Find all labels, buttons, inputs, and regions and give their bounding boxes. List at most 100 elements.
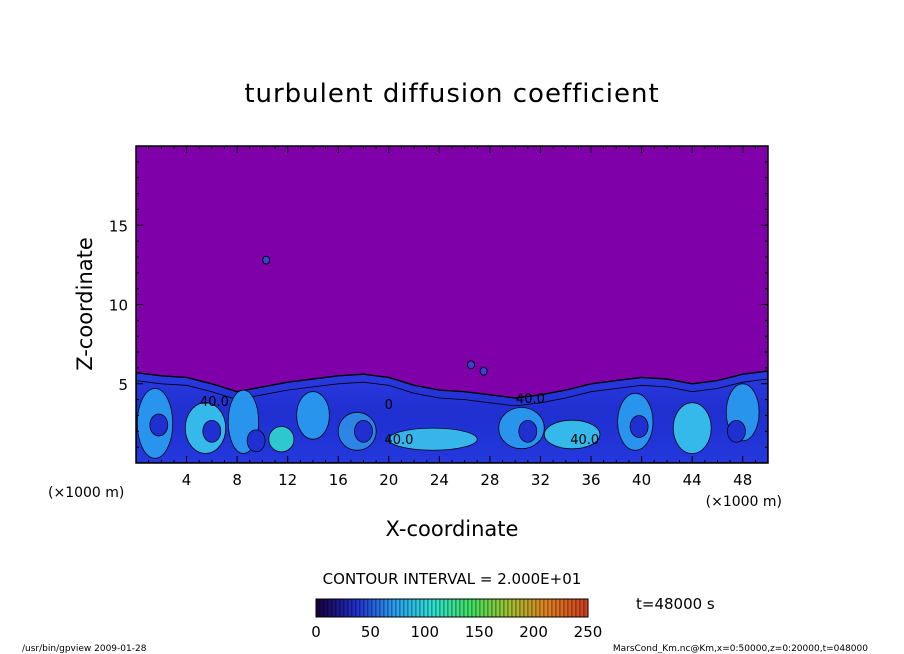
- colorbar-cell: [503, 598, 509, 618]
- colorbar-cell: [443, 598, 449, 618]
- contour-label: 0: [385, 398, 393, 413]
- colorbar-cell: [467, 598, 473, 618]
- colorbar-cell: [495, 598, 501, 618]
- footer-right: MarsCond_Km.nc@Km,x=0:50000,z=0:20000,t=…: [613, 644, 868, 654]
- colorbar-cell: [439, 598, 445, 618]
- colorbar-cell: [403, 598, 409, 618]
- time-label: t=48000 s: [636, 595, 715, 613]
- colorbar-cell: [319, 598, 325, 618]
- colorbar-cell: [331, 598, 337, 618]
- colorbar-cell: [375, 598, 381, 618]
- colorbar-cell: [555, 598, 561, 618]
- colorbar-cell: [335, 598, 341, 618]
- eddy-structure: [296, 391, 330, 440]
- colorbar-cell: [431, 598, 437, 618]
- x-tick-label: 44: [683, 471, 702, 489]
- eddy-core: [629, 415, 649, 438]
- colorbar-cell: [343, 598, 349, 618]
- eddy-core: [149, 413, 169, 437]
- x-tick-label: 8: [232, 471, 242, 489]
- eddy-structure: [388, 427, 478, 451]
- colorbar-cell: [363, 598, 369, 618]
- chart-title: turbulent diffusion coefficient: [244, 79, 659, 109]
- turbulent-patch: [262, 255, 271, 265]
- colorbar-cell: [359, 598, 365, 618]
- x-tick-label: 32: [531, 471, 550, 489]
- colorbar-cell: [371, 598, 377, 618]
- colorbar-cell: [339, 598, 345, 618]
- turbulent-patch: [467, 360, 475, 370]
- colorbar-frame: [315, 598, 589, 618]
- x-tick-label: 20: [379, 471, 398, 489]
- eddy-core: [202, 419, 222, 443]
- x-unit-left: (×1000 m): [48, 485, 124, 501]
- colorbar-cell: [519, 598, 525, 618]
- colorbar-cell: [315, 598, 321, 618]
- colorbar-cell: [387, 598, 393, 618]
- x-tick-label: 12: [278, 471, 297, 489]
- colorbar-cell: [471, 598, 477, 618]
- colorbar-cell: [459, 598, 465, 618]
- colorbar-cell: [419, 598, 425, 618]
- colorbar-cell: [559, 598, 565, 618]
- turbulent-layer: [136, 255, 768, 463]
- colorbar-cell: [539, 598, 545, 618]
- y-axis-ticks: 5 10 15: [109, 161, 768, 448]
- contour-labels: 40.0 40.0 40.0 40.0 0: [200, 392, 599, 448]
- colorbar-cell: [407, 598, 413, 618]
- colorbar-cell: [351, 598, 357, 618]
- x-axis-label: X-coordinate: [386, 517, 519, 541]
- x-tick-label: 36: [581, 471, 600, 489]
- colorbar-cell: [499, 598, 505, 618]
- colorbar-cell: [523, 598, 529, 618]
- colorbar-ticks: 0 50 100 150 200 250: [311, 623, 602, 641]
- colorbar-tick-label: 0: [311, 623, 321, 641]
- x-tick-label: 40: [632, 471, 651, 489]
- colorbar-cell: [483, 598, 489, 618]
- colorbar-cell: [507, 598, 513, 618]
- eddy-core: [246, 429, 266, 453]
- colorbar-cell: [435, 598, 441, 618]
- y-tick-label: 15: [109, 217, 128, 235]
- colorbar-tick-label: 250: [574, 623, 603, 641]
- contour-label: 40.0: [384, 433, 413, 448]
- colorbar-tick-label: 150: [465, 623, 494, 641]
- colorbar-cell: [487, 598, 493, 618]
- colorbar-cell: [391, 598, 397, 618]
- x-tick-label: 16: [329, 471, 348, 489]
- x-tick-label: 48: [733, 471, 752, 489]
- contour-label: 40.0: [570, 433, 599, 448]
- colorbar-cell: [511, 598, 517, 618]
- colorbar-tick-label: 200: [519, 623, 548, 641]
- colorbar-cell: [367, 598, 373, 618]
- eddy-core: [518, 419, 538, 443]
- x-axis-ticks: 4 8 12 16 20 24 28 32 36 40 44 48: [148, 146, 756, 489]
- colorbar: [315, 598, 589, 618]
- colorbar-cell: [423, 598, 429, 618]
- colorbar-cell: [571, 598, 577, 618]
- colorbar-cell: [411, 598, 417, 618]
- colorbar-cell: [475, 598, 481, 618]
- colorbar-cell: [535, 598, 541, 618]
- turbulent-patch: [479, 366, 488, 376]
- colorbar-cell: [463, 598, 469, 618]
- colorbar-cell: [579, 598, 585, 618]
- colorbar-cell: [567, 598, 573, 618]
- colorbar-cell: [447, 598, 453, 618]
- colorbar-cell: [491, 598, 497, 618]
- contour-label: 40.0: [200, 395, 229, 410]
- colorbar-cell: [543, 598, 549, 618]
- eddy-core: [727, 419, 746, 443]
- colorbar-cell: [327, 598, 333, 618]
- x-unit-right: (×1000 m): [706, 494, 782, 510]
- colorbar-tick-label: 50: [361, 623, 380, 641]
- colorbar-cell: [323, 598, 329, 618]
- colorbar-cell: [547, 598, 553, 618]
- x-tick-label: 4: [182, 471, 192, 489]
- colorbar-tick-label: 100: [410, 623, 439, 641]
- colorbar-cell: [479, 598, 485, 618]
- colorbar-cell: [395, 598, 401, 618]
- colorbar-cell: [347, 598, 353, 618]
